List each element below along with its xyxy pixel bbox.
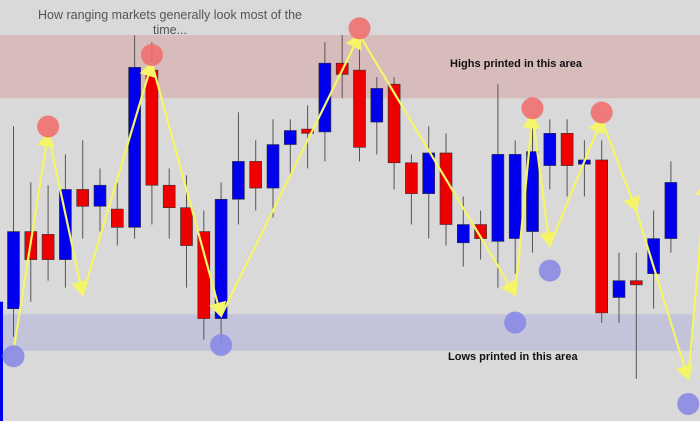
bear-candle [353,69,366,148]
bull-candle [422,152,436,194]
swing-low-marker [504,311,527,334]
bull-candle [370,88,384,123]
bear-candle [197,231,211,319]
swing-arrow [81,61,157,296]
bull-candle [508,154,522,239]
bear-candle [439,152,453,225]
bull-candle [283,130,297,145]
bear-candle [162,184,176,208]
swing-low-marker [677,392,700,415]
swing-arrow [635,210,693,382]
swing-arrow [548,117,605,247]
bear-candle [301,128,314,134]
bear-candle [560,133,574,166]
bear-candle [76,189,89,207]
bull-candle [214,198,228,319]
bear-candle [145,69,159,186]
swing-arrow [687,180,700,379]
highs-zone [0,35,700,99]
bear-candle [387,83,401,164]
bear-candle [180,207,193,246]
swing-arrow [47,133,89,297]
lows-zone [0,314,693,351]
swing-arrow [514,112,540,295]
swing-low-marker [210,334,233,357]
bear-candle [405,162,418,194]
bull-candle [128,67,141,228]
swing-low-marker [538,259,561,282]
bull-candle [456,224,470,244]
swing-arrow [220,33,362,317]
bull-candle [232,161,245,200]
bear-candle [41,234,55,260]
lows-zone-label: Lows printed in this area [448,351,578,363]
bear-candle [595,159,609,314]
chart-title: How ranging markets generally look most … [37,8,302,37]
swing-high-marker [348,17,371,40]
swing-arrow [12,131,55,352]
swing-arrow [358,34,517,297]
swing-arrow [150,62,227,318]
bear-candle [249,161,262,189]
bull-candle [526,151,539,232]
swing-low-marker [2,345,25,368]
bear-candle [629,280,643,286]
bull-candle [318,62,332,133]
bull-candle [93,184,107,207]
swing-high-marker [140,43,163,66]
bull-candle [491,154,505,242]
swing-high-marker [521,97,544,120]
bear-candle [111,208,124,228]
bull-candle [664,182,678,239]
edge-candle [0,301,3,421]
swing-arrow [600,118,640,213]
swing-high-marker [37,115,60,138]
highs-zone-label: Highs printed in this area [450,58,583,70]
bull-candle [612,280,626,298]
swing-arrow [531,114,557,248]
bull-candle [59,189,72,260]
bull-candle [7,231,20,310]
bull-candle [647,238,660,274]
bull-candle [543,133,557,166]
swing-high-marker [590,101,613,124]
bull-candle [266,144,280,189]
